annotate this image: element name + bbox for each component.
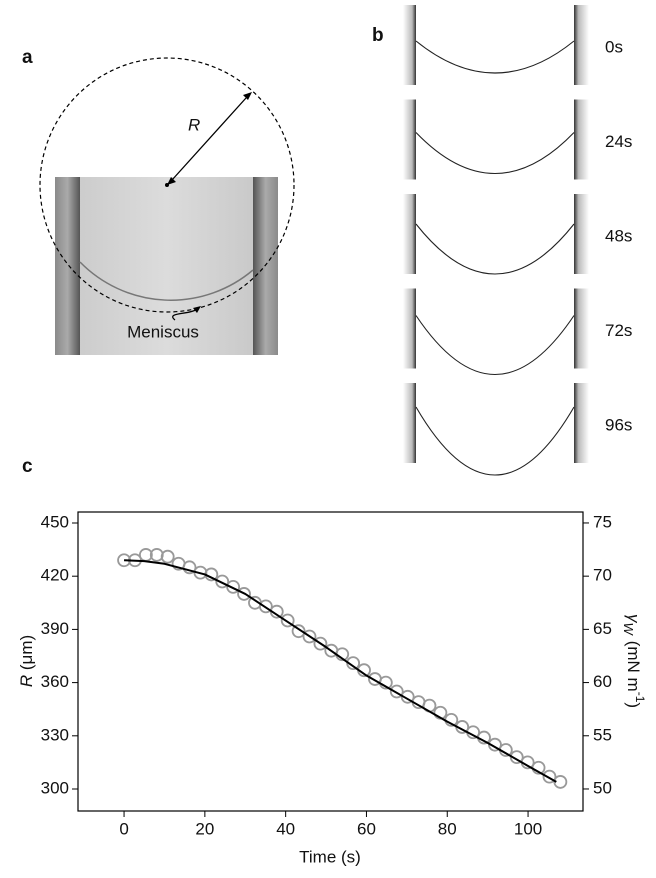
data-point [313, 636, 328, 651]
data-point [280, 613, 295, 628]
data-point [258, 599, 273, 614]
y2-label-unit: (mN m [624, 641, 643, 692]
micrograph [55, 177, 278, 355]
wall [574, 5, 589, 85]
y2-tick-label: 70 [593, 566, 612, 585]
frame-time: 72s [605, 321, 632, 340]
panel-a: a R Meniscus [22, 47, 295, 355]
data-point [215, 574, 230, 589]
y-tick-label: 360 [41, 672, 69, 691]
panel-label: b [372, 25, 384, 46]
fit-line [124, 559, 557, 783]
y-tick-label: 450 [41, 512, 69, 531]
meniscus [79, 261, 254, 301]
y2-tick-label: 65 [593, 619, 612, 638]
x-tick-label: 100 [514, 819, 542, 838]
y2-axis-label: γW (mN m-1) [621, 614, 647, 708]
x-tick-label: 20 [195, 819, 214, 838]
wall [403, 99, 416, 180]
frame-time: 48s [605, 226, 632, 245]
panel-label: a [22, 47, 33, 68]
wall [574, 99, 589, 180]
data-point [291, 624, 306, 639]
y2-tick-label: 60 [593, 672, 612, 691]
chart: c Time (s) R (μm) γW (mN m-1) 0 20 40 60 80 10… [17, 456, 646, 866]
radius-arrow [171, 97, 247, 181]
meniscus [415, 223, 575, 275]
meniscus [415, 406, 575, 476]
frame-time: 24s [605, 132, 632, 151]
wall [403, 194, 416, 274]
annotation-arrow [172, 308, 198, 321]
wall [403, 383, 416, 463]
x-axis-label: Time (s) [299, 847, 361, 866]
x-tick-label: 40 [276, 819, 295, 838]
wall [55, 177, 80, 355]
radius-label: R [188, 115, 200, 134]
meniscus [415, 315, 575, 376]
data-point [400, 689, 415, 704]
panel-b: b 0s 24s 48s 72s 96s [372, 5, 632, 476]
frame-time: 96s [605, 415, 632, 434]
annotation: Meniscus [127, 322, 199, 341]
y2-tick-label: 75 [593, 512, 612, 531]
y-label-symbol: R [17, 675, 36, 687]
y2-tick-label: 55 [593, 725, 612, 744]
fit-circle [39, 57, 295, 313]
arrow-head [193, 306, 201, 313]
wall [574, 288, 589, 369]
y2-label-close: ) [624, 702, 643, 708]
y-tick-label: 390 [41, 619, 69, 638]
wall [574, 194, 589, 274]
wall [403, 288, 416, 369]
panel-label: c [22, 456, 33, 477]
data-point [389, 684, 404, 699]
y-tick-label: 330 [41, 725, 69, 744]
y-tick-label: 300 [41, 778, 69, 797]
y-label-unit: (μm) [17, 635, 36, 670]
y-tick-label: 420 [41, 566, 69, 585]
y2-tick-label: 50 [593, 778, 612, 797]
data-point [302, 629, 317, 644]
x-tick-label: 60 [357, 819, 376, 838]
data-point [160, 549, 175, 564]
wall [574, 383, 589, 463]
frame-time: 0s [605, 37, 623, 56]
meniscus [415, 132, 575, 174]
y-axis-label: R (μm) [17, 635, 36, 687]
meniscus [415, 40, 575, 74]
data-point [542, 769, 557, 784]
plot-frame [77, 511, 584, 812]
y2-label-subscript: W [621, 622, 636, 636]
x-tick-label: 80 [438, 819, 457, 838]
wall [403, 5, 416, 85]
data-point [182, 560, 197, 575]
x-tick-label: 0 [119, 819, 128, 838]
data-point [226, 579, 241, 594]
y2-label-symbol: γ [624, 614, 643, 624]
y2-label-superscript: -1 [633, 692, 647, 703]
data-point [237, 587, 251, 601]
